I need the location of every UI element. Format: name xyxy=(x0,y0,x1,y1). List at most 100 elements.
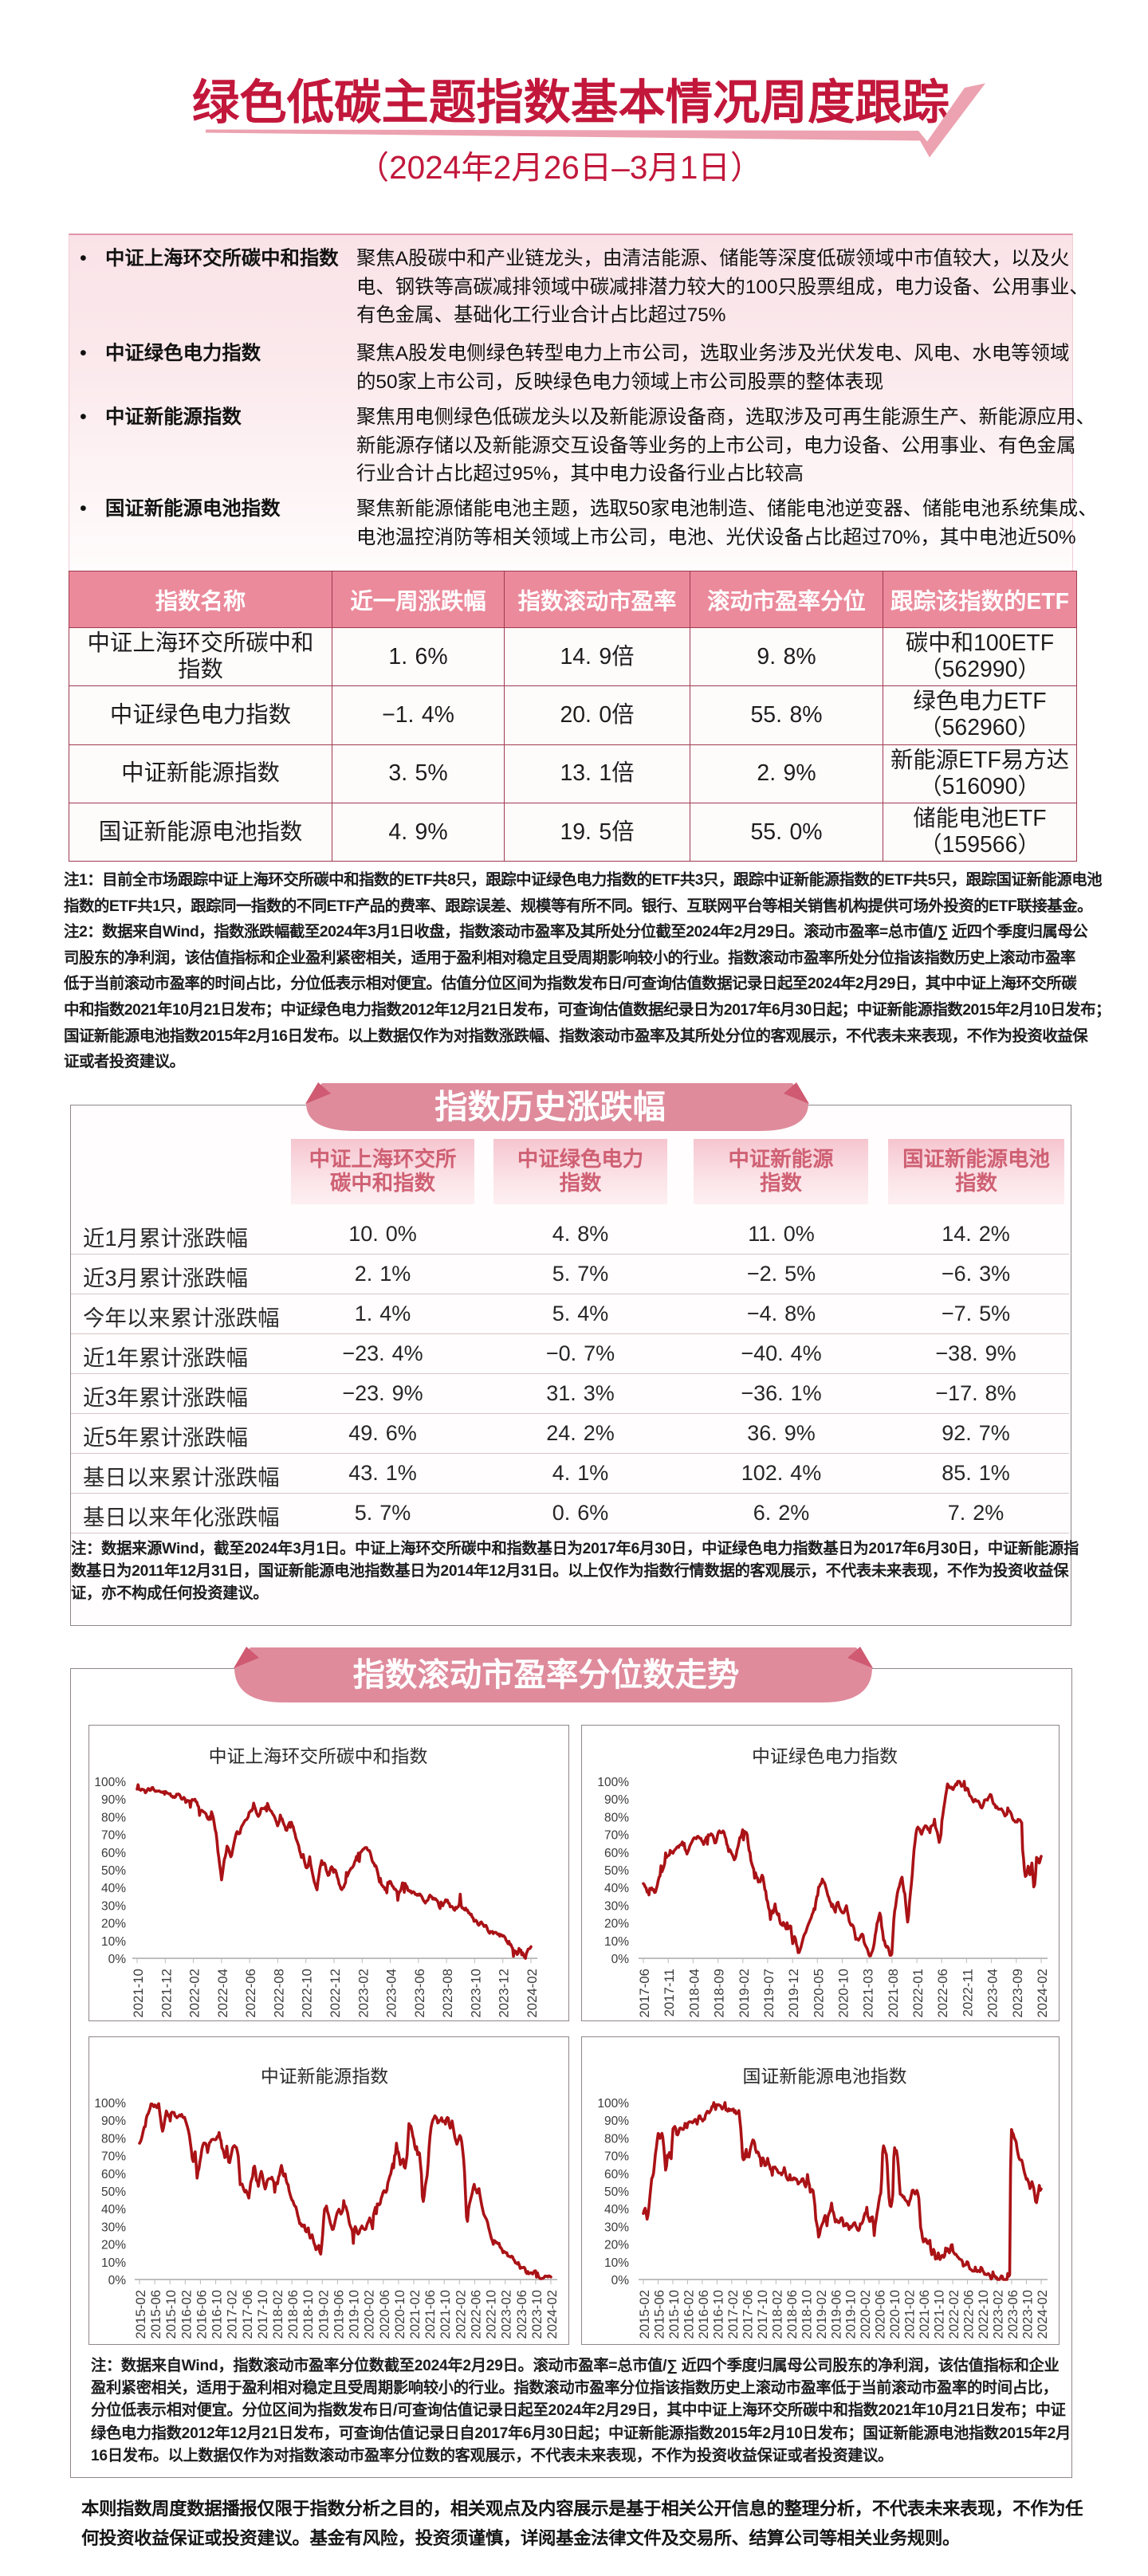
svg-text:2016-10: 2016-10 xyxy=(710,2290,725,2339)
svg-text:20%: 20% xyxy=(101,1918,126,1931)
svg-text:2019-06: 2019-06 xyxy=(331,2290,346,2339)
svg-text:30%: 30% xyxy=(604,2221,629,2234)
svg-text:2016-06: 2016-06 xyxy=(194,2290,209,2339)
svg-text:10%: 10% xyxy=(101,1935,126,1949)
svg-text:2018-02: 2018-02 xyxy=(270,2290,285,2339)
svg-text:100%: 100% xyxy=(597,2097,629,2111)
svg-text:2015-10: 2015-10 xyxy=(666,2290,682,2339)
svg-text:2021-10: 2021-10 xyxy=(932,2290,947,2339)
svg-text:2022-06: 2022-06 xyxy=(243,1969,258,2018)
svg-text:2018-10: 2018-10 xyxy=(301,2290,316,2339)
svg-text:2023-12: 2023-12 xyxy=(497,1969,512,2018)
svg-text:60%: 60% xyxy=(604,2168,629,2181)
svg-text:2024-02: 2024-02 xyxy=(545,2290,560,2339)
svg-text:2020-02: 2020-02 xyxy=(362,2290,377,2339)
svg-text:2020-06: 2020-06 xyxy=(377,2290,392,2339)
svg-text:2016-02: 2016-02 xyxy=(681,2290,696,2339)
svg-text:80%: 80% xyxy=(604,2132,629,2146)
svg-text:2015-06: 2015-06 xyxy=(148,2290,163,2339)
svg-text:10%: 10% xyxy=(604,1935,629,1949)
svg-text:2022-10: 2022-10 xyxy=(300,1969,315,2018)
svg-text:2023-02: 2023-02 xyxy=(356,1969,371,2018)
svg-text:2015-02: 2015-02 xyxy=(133,2290,148,2339)
svg-text:2023-08: 2023-08 xyxy=(440,1969,455,2018)
svg-text:0%: 0% xyxy=(108,2274,127,2287)
svg-text:60%: 60% xyxy=(101,1847,126,1860)
svg-text:2017-06: 2017-06 xyxy=(637,1969,652,2018)
svg-text:40%: 40% xyxy=(604,1882,629,1895)
svg-text:40%: 40% xyxy=(101,2203,126,2217)
svg-text:2022-02: 2022-02 xyxy=(946,2290,961,2339)
svg-text:70%: 70% xyxy=(604,2150,629,2164)
svg-text:50%: 50% xyxy=(604,2185,629,2199)
svg-text:2023-09: 2023-09 xyxy=(1010,1969,1025,2018)
svg-text:10%: 10% xyxy=(101,2256,126,2270)
svg-text:2019-07: 2019-07 xyxy=(761,1969,776,2018)
svg-text:90%: 90% xyxy=(101,2115,126,2128)
svg-text:2018-06: 2018-06 xyxy=(784,2290,800,2339)
svg-text:0%: 0% xyxy=(611,1953,630,1966)
svg-text:2019-10: 2019-10 xyxy=(843,2290,859,2339)
svg-text:2021-12: 2021-12 xyxy=(159,1969,174,2018)
svg-text:2020-02: 2020-02 xyxy=(858,2290,873,2339)
svg-text:2019-02: 2019-02 xyxy=(814,2290,829,2339)
svg-text:2021-10: 2021-10 xyxy=(131,1969,146,2018)
svg-text:2022-06: 2022-06 xyxy=(935,1969,950,2018)
svg-text:2023-10: 2023-10 xyxy=(529,2290,545,2339)
svg-text:2023-02: 2023-02 xyxy=(499,2290,514,2339)
svg-text:2016-02: 2016-02 xyxy=(179,2290,194,2339)
svg-text:2021-02: 2021-02 xyxy=(407,2290,423,2339)
svg-text:2022-12: 2022-12 xyxy=(328,1969,343,2018)
svg-text:2024-02: 2024-02 xyxy=(1035,2290,1050,2339)
svg-text:2019-06: 2019-06 xyxy=(828,2290,843,2339)
svg-text:20%: 20% xyxy=(604,1918,629,1931)
svg-text:70%: 70% xyxy=(101,1829,126,1843)
svg-text:2021-08: 2021-08 xyxy=(886,1969,901,2018)
svg-text:2022-10: 2022-10 xyxy=(976,2290,991,2339)
svg-text:2018-02: 2018-02 xyxy=(769,2290,784,2339)
svg-text:2023-06: 2023-06 xyxy=(514,2290,529,2339)
svg-text:2020-10: 2020-10 xyxy=(392,2290,407,2339)
svg-text:2023-02: 2023-02 xyxy=(991,2290,1006,2339)
svg-text:2021-02: 2021-02 xyxy=(902,2290,918,2339)
svg-text:2023-10: 2023-10 xyxy=(468,1969,483,2018)
svg-text:2017-11: 2017-11 xyxy=(662,1969,677,2016)
svg-text:10%: 10% xyxy=(604,2256,629,2270)
svg-text:60%: 60% xyxy=(604,1847,629,1860)
svg-text:2016-10: 2016-10 xyxy=(210,2290,225,2339)
svg-text:50%: 50% xyxy=(604,1864,629,1878)
svg-text:国证新能源电池指数: 国证新能源电池指数 xyxy=(742,2066,906,2087)
svg-text:70%: 70% xyxy=(101,2150,126,2164)
svg-text:100%: 100% xyxy=(94,2097,126,2111)
svg-text:90%: 90% xyxy=(604,1793,629,1807)
svg-text:2021-06: 2021-06 xyxy=(917,2290,932,2339)
svg-text:30%: 30% xyxy=(604,1899,629,1913)
svg-text:2022-02: 2022-02 xyxy=(453,2290,468,2339)
svg-text:2018-10: 2018-10 xyxy=(799,2290,814,2339)
svg-text:90%: 90% xyxy=(604,2115,629,2128)
svg-text:2022-11: 2022-11 xyxy=(960,1969,975,2016)
svg-text:2023-04: 2023-04 xyxy=(384,1969,399,2018)
svg-text:2017-02: 2017-02 xyxy=(225,2290,240,2339)
svg-text:2021-06: 2021-06 xyxy=(423,2290,438,2339)
svg-text:100%: 100% xyxy=(597,1776,629,1789)
svg-text:中证绿色电力指数: 中证绿色电力指数 xyxy=(752,1746,898,1767)
svg-text:2017-06: 2017-06 xyxy=(740,2290,755,2339)
svg-text:2022-10: 2022-10 xyxy=(484,2290,499,2339)
svg-text:2017-10: 2017-10 xyxy=(255,2290,270,2339)
svg-text:2019-02: 2019-02 xyxy=(316,2290,331,2339)
svg-text:70%: 70% xyxy=(604,1829,629,1843)
svg-text:2022-06: 2022-06 xyxy=(961,2290,977,2339)
svg-text:20%: 20% xyxy=(604,2239,629,2252)
svg-text:2015-06: 2015-06 xyxy=(652,2290,667,2339)
svg-text:2017-02: 2017-02 xyxy=(725,2290,741,2339)
svg-text:中证新能源指数: 中证新能源指数 xyxy=(261,2066,388,2087)
svg-text:2022-06: 2022-06 xyxy=(468,2290,483,2339)
svg-text:2023-06: 2023-06 xyxy=(412,1969,427,2018)
svg-text:80%: 80% xyxy=(101,2132,126,2146)
svg-text:100%: 100% xyxy=(94,1776,126,1789)
svg-text:2015-10: 2015-10 xyxy=(163,2290,179,2339)
svg-text:2017-10: 2017-10 xyxy=(755,2290,770,2339)
svg-text:2020-10: 2020-10 xyxy=(836,1969,851,2018)
svg-text:2023-06: 2023-06 xyxy=(1005,2290,1020,2339)
